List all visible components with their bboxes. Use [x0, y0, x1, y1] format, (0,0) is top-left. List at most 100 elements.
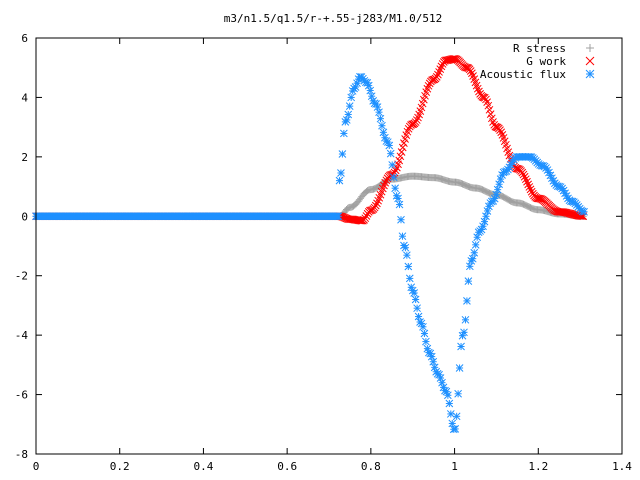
acoustic-flux-point: [366, 86, 375, 95]
acoustic-flux-point: [470, 248, 479, 257]
acoustic-flux-point: [580, 207, 588, 216]
acoustic-flux-point: [479, 222, 487, 231]
acoustic-flux-point: [340, 129, 348, 138]
acoustic-flux-point: [493, 185, 502, 194]
x-tick-label: 1: [451, 460, 458, 473]
g-work-point: [468, 69, 476, 78]
acoustic-flux-point: [419, 322, 427, 331]
acoustic-flux-point: [378, 121, 386, 130]
g-work-point: [362, 212, 371, 220]
g-work-point: [577, 212, 585, 220]
acoustic-flux-point: [427, 352, 436, 361]
acoustic-flux-point: [410, 289, 419, 297]
chart-title: m3/n1.5/q1.5/r-+.55-j283/M1.0/512: [224, 12, 443, 25]
acoustic-flux-point: [391, 184, 399, 193]
y-tick-label: 2: [21, 151, 28, 164]
g-work-point: [380, 181, 388, 190]
legend-label: R stress: [513, 42, 566, 55]
g-work-point: [527, 187, 536, 196]
y-tick-label: -8: [15, 448, 28, 461]
acoustic-flux-point: [465, 262, 474, 271]
g-work-point: [361, 214, 370, 223]
g-work-point: [424, 81, 433, 90]
g-work-point: [397, 148, 406, 156]
y-tick-label: 4: [21, 91, 28, 104]
g-work-point: [482, 95, 490, 104]
acoustic-flux-point: [335, 176, 344, 185]
g-work-point: [411, 118, 420, 126]
acoustic-flux-point: [344, 110, 353, 119]
g-work-point: [525, 183, 534, 191]
acoustic-flux-point: [389, 173, 398, 182]
g-work-point: [513, 164, 522, 173]
series-acoustic-flux: [32, 72, 588, 434]
acoustic-flux-point: [388, 161, 397, 169]
acoustic-flux-point: [395, 200, 404, 209]
g-work-point: [391, 166, 400, 175]
acoustic-flux-point: [468, 254, 477, 263]
x-tick-label: 0: [33, 460, 40, 473]
legend-marker: [585, 56, 595, 66]
acoustic-flux-point: [404, 262, 413, 271]
g-work-point: [519, 170, 528, 179]
acoustic-flux-point: [401, 243, 410, 252]
legend-label: Acoustic flux: [480, 68, 566, 81]
g-work-point: [524, 180, 533, 189]
acoustic-flux-point: [444, 391, 452, 400]
g-work-point: [523, 177, 531, 186]
g-work-point: [370, 203, 379, 212]
axis-ticks: 0 0.2 0.4 0.6 0.8 1 1.2 1.4 6 4 2 0 -2 -4 -6 -8: [15, 32, 633, 473]
acoustic-flux-point: [430, 363, 439, 372]
acoustic-flux-point: [483, 207, 492, 215]
g-work-point: [436, 65, 445, 73]
g-work-point: [373, 199, 381, 208]
acoustic-flux-point: [460, 328, 468, 337]
acoustic-flux-point: [398, 232, 407, 241]
acoustic-flux-point: [482, 212, 490, 221]
g-work-point: [432, 72, 441, 81]
acoustic-flux-point: [452, 412, 461, 421]
acoustic-flux-point: [436, 374, 445, 382]
acoustic-flux-point: [413, 304, 421, 313]
g-work-point: [437, 62, 446, 71]
acoustic-flux-point: [438, 378, 446, 387]
g-work-point: [398, 143, 407, 152]
g-work-point: [497, 128, 506, 137]
acoustic-flux-point: [375, 108, 383, 117]
g-work-point: [434, 70, 442, 79]
acoustic-flux-point: [397, 215, 405, 224]
g-work-point: [521, 175, 530, 184]
g-work-point: [485, 105, 494, 114]
acoustic-flux-point: [379, 128, 388, 137]
legend-marker: [585, 69, 595, 79]
acoustic-flux-point: [367, 92, 376, 101]
x-tick-label: 1.4: [612, 460, 632, 473]
acoustic-flux-point: [480, 217, 489, 226]
acoustic-flux-point: [337, 169, 345, 177]
acoustic-flux-point: [451, 425, 460, 433]
acoustic-flux-point: [386, 149, 395, 158]
g-work-point: [520, 172, 529, 181]
acoustic-flux-point: [403, 251, 411, 260]
acoustic-flux-point: [461, 315, 470, 324]
acoustic-flux-point: [464, 277, 473, 285]
acoustic-flux-point: [373, 103, 382, 111]
x-tick-label: 0.2: [110, 460, 130, 473]
acoustic-flux-point: [342, 116, 351, 124]
acoustic-flux-point: [455, 364, 464, 372]
acoustic-flux-point: [548, 174, 556, 183]
g-work-point: [475, 87, 483, 96]
y-tick-label: -4: [15, 329, 29, 342]
x-tick-label: 1.2: [528, 460, 548, 473]
acoustic-flux-point: [457, 342, 465, 351]
g-work-point: [381, 178, 390, 187]
acoustic-flux-point: [489, 197, 498, 205]
acoustic-flux-point: [429, 357, 438, 366]
acoustic-flux-point: [347, 93, 356, 102]
g-work-point: [466, 67, 475, 75]
legend-label: G work: [526, 55, 566, 68]
acoustic-flux-point: [445, 399, 454, 408]
x-tick-label: 0.4: [193, 460, 213, 473]
